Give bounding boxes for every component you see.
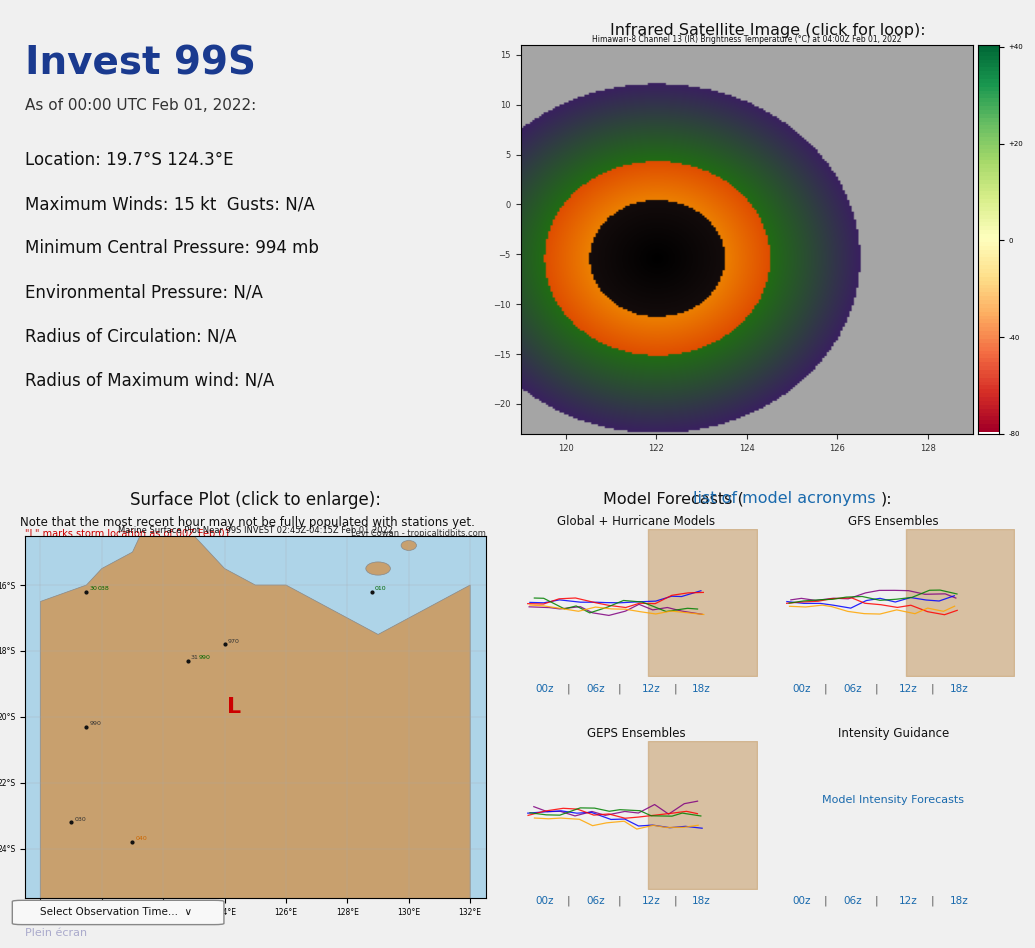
Text: Radius of Circulation: N/A: Radius of Circulation: N/A [25, 328, 237, 346]
Text: list of model acronyms: list of model acronyms [692, 491, 876, 506]
Text: Surface Plot (click to enlarge):: Surface Plot (click to enlarge): [129, 491, 381, 509]
Text: Infrared Satellite Image (click for loop):: Infrared Satellite Image (click for loop… [610, 23, 925, 38]
Text: As of 00:00 UTC Feb 01, 2022:: As of 00:00 UTC Feb 01, 2022: [25, 98, 257, 113]
Text: Invest 99S: Invest 99S [25, 45, 256, 82]
Text: Note that the most recent hour may not be fully populated with stations yet.: Note that the most recent hour may not b… [20, 516, 475, 529]
Text: Environmental Pressure: N/A: Environmental Pressure: N/A [25, 283, 263, 301]
Text: Radius of Maximum wind: N/A: Radius of Maximum wind: N/A [25, 372, 274, 390]
Text: Levi Cowan - tropicaltidbits.com: Levi Cowan - tropicaltidbits.com [351, 529, 485, 538]
Text: "L" marks storm location as of 00Z Feb 01: "L" marks storm location as of 00Z Feb 0… [25, 529, 231, 539]
Text: Minimum Central Pressure: 994 mb: Minimum Central Pressure: 994 mb [25, 239, 319, 257]
Text: ):: ): [881, 491, 892, 506]
Text: Maximum Winds: 15 kt  Gusts: N/A: Maximum Winds: 15 kt Gusts: N/A [25, 195, 315, 213]
Text: Plein écran: Plein écran [25, 928, 87, 938]
Text: Location: 19.7°S 124.3°E: Location: 19.7°S 124.3°E [25, 151, 234, 169]
Text: Model Forecasts (: Model Forecasts ( [602, 491, 743, 506]
